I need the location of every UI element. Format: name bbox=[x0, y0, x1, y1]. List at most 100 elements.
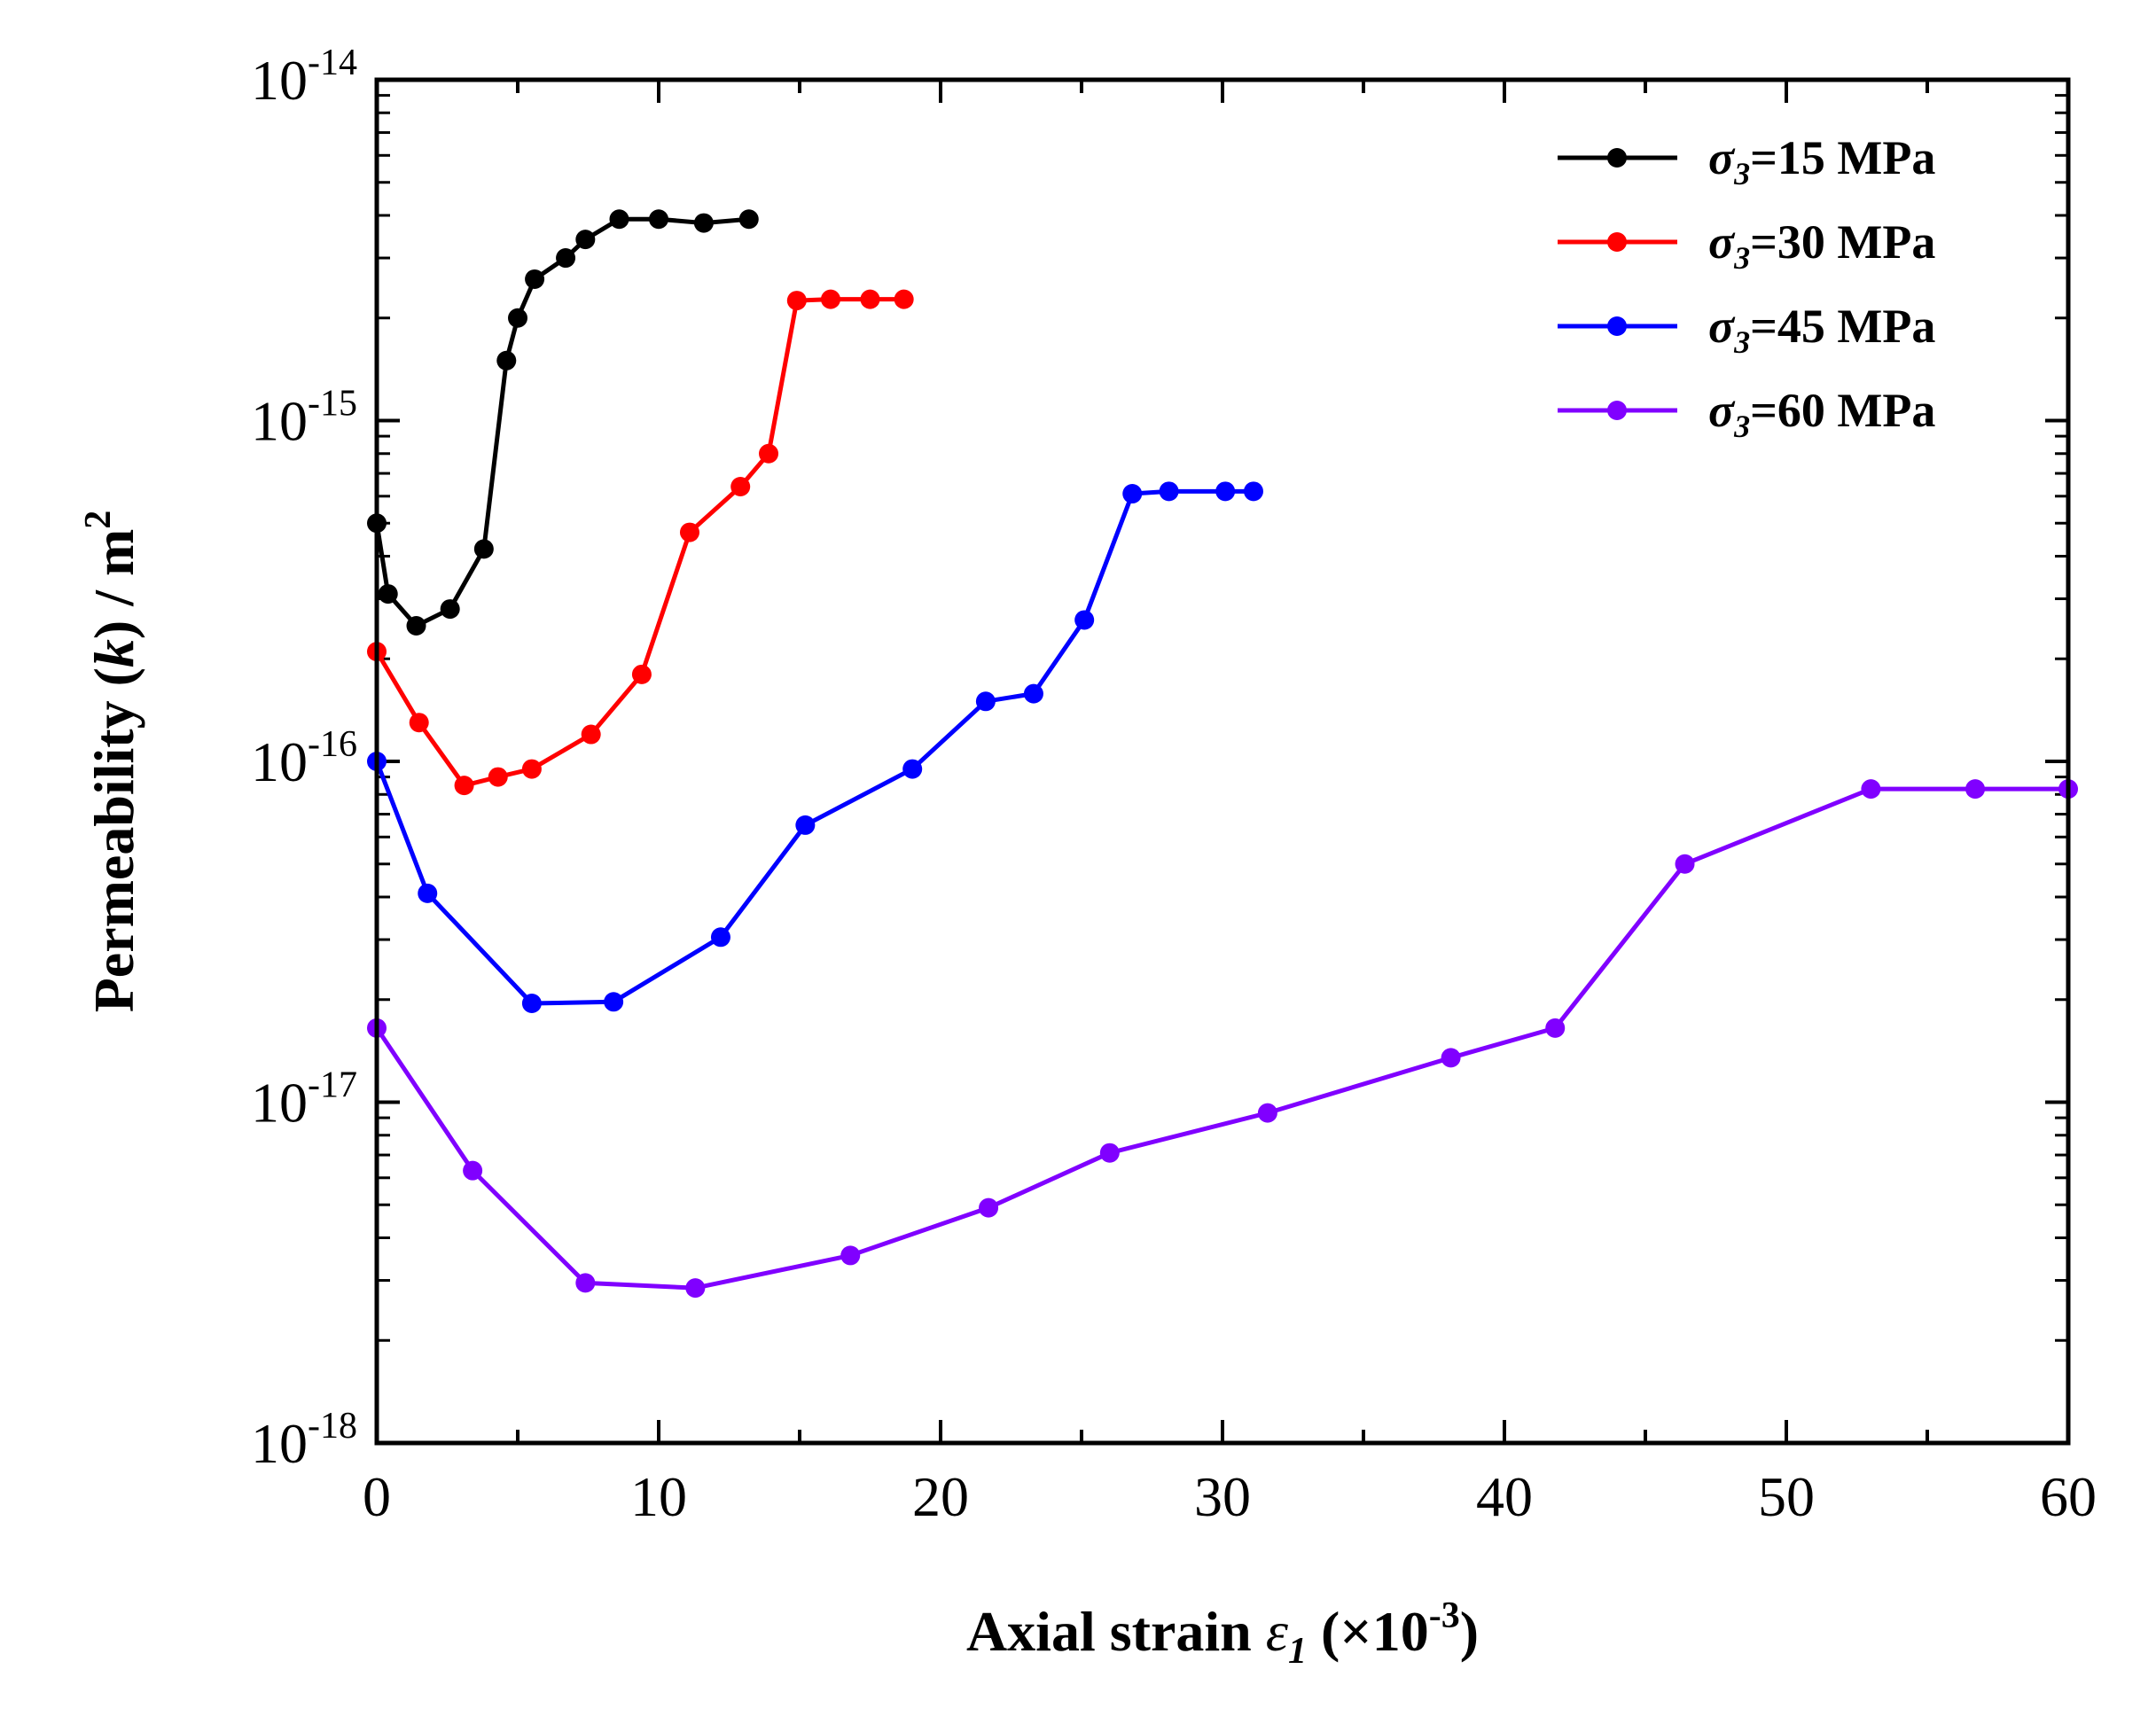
data-point bbox=[575, 230, 596, 250]
data-point bbox=[1159, 481, 1179, 502]
y-tick-exponent: -15 bbox=[308, 384, 357, 425]
legend-value: =45 MPa bbox=[1750, 300, 1935, 353]
series-3 bbox=[367, 481, 1263, 1013]
series-4 bbox=[367, 779, 2078, 1299]
legend-label: σ3=45 MPa bbox=[1708, 300, 1935, 360]
y-tick-base: 10 bbox=[251, 730, 308, 793]
series-2 bbox=[367, 289, 914, 796]
legend-symbol: σ bbox=[1708, 384, 1736, 437]
data-point bbox=[679, 522, 699, 542]
x-axis-title-unit-suffix: ) bbox=[1460, 1600, 1479, 1663]
data-point bbox=[649, 209, 668, 230]
data-point bbox=[1441, 1048, 1461, 1068]
data-point bbox=[894, 289, 914, 309]
x-axis-title: Axial strain ε1 (×10-3) bbox=[966, 1595, 1479, 1672]
data-point bbox=[1965, 779, 1986, 800]
legend-entry: σ3=30 MPa bbox=[1558, 215, 1935, 276]
data-point bbox=[575, 1273, 596, 1293]
data-point bbox=[581, 724, 601, 745]
data-point bbox=[604, 992, 624, 1012]
data-point bbox=[521, 759, 542, 779]
data-point bbox=[488, 767, 508, 787]
legend-subscript: 3 bbox=[1733, 409, 1750, 444]
legend-symbol: σ bbox=[1708, 131, 1736, 184]
data-point bbox=[1257, 1103, 1277, 1123]
data-point bbox=[1023, 683, 1043, 704]
x-tick-label: 0 bbox=[363, 1465, 391, 1528]
data-point bbox=[525, 269, 545, 289]
data-point bbox=[685, 1278, 706, 1299]
x-tick-label: 50 bbox=[1758, 1465, 1815, 1528]
x-axis-title-unit-prefix: (×10 bbox=[1307, 1600, 1429, 1663]
legend-entry: σ3=45 MPa bbox=[1558, 300, 1935, 360]
y-tick-label: 10-14 bbox=[251, 43, 357, 112]
legend-subscript: 3 bbox=[1733, 240, 1750, 276]
legend-marker bbox=[1607, 232, 1627, 252]
y-tick-exponent: -18 bbox=[308, 1406, 357, 1447]
data-point bbox=[631, 664, 652, 684]
y-tick-label: 10-16 bbox=[251, 724, 357, 793]
legend-label: σ3=30 MPa bbox=[1708, 215, 1935, 276]
data-point bbox=[1675, 854, 1695, 874]
data-point bbox=[975, 691, 996, 712]
y-tick-label: 10-17 bbox=[251, 1065, 357, 1135]
data-point bbox=[378, 584, 398, 604]
series-line bbox=[374, 786, 2068, 1291]
y-axis-title-symbol: k bbox=[82, 639, 145, 667]
data-point bbox=[1861, 779, 1881, 800]
y-tick-base: 10 bbox=[251, 1072, 308, 1135]
x-axis-title-main: Axial strain bbox=[966, 1600, 1266, 1663]
legend-label: σ3=15 MPa bbox=[1708, 131, 1935, 191]
y-tick-exponent: -16 bbox=[308, 724, 357, 765]
x-tick-label: 20 bbox=[912, 1465, 969, 1528]
data-point bbox=[508, 308, 527, 328]
legend-symbol: σ bbox=[1708, 215, 1736, 269]
data-point bbox=[1074, 610, 1095, 630]
y-tick-base: 10 bbox=[251, 390, 308, 453]
data-point bbox=[1122, 484, 1143, 504]
plot-frame bbox=[374, 77, 2071, 1446]
x-axis-title-unit-exponent: -3 bbox=[1429, 1595, 1460, 1636]
data-point bbox=[454, 776, 474, 796]
data-point bbox=[496, 350, 517, 370]
data-point bbox=[979, 1197, 999, 1218]
data-point bbox=[406, 615, 426, 636]
data-point bbox=[795, 815, 816, 835]
data-point bbox=[473, 539, 494, 559]
data-point bbox=[759, 443, 779, 464]
data-point bbox=[1215, 481, 1236, 502]
y-tick-label: 10-15 bbox=[251, 384, 357, 453]
x-axis-title-symbol-subscript: 1 bbox=[1288, 1631, 1307, 1672]
x-tick-label: 40 bbox=[1476, 1465, 1533, 1528]
data-point bbox=[860, 289, 880, 309]
y-axis-title-unit-exponent: 2 bbox=[78, 511, 119, 529]
legend-subscript: 3 bbox=[1733, 324, 1750, 360]
x-tick-label: 60 bbox=[2040, 1465, 2097, 1528]
legend-marker bbox=[1607, 148, 1627, 168]
data-point bbox=[738, 209, 759, 230]
data-point bbox=[409, 713, 429, 733]
data-point bbox=[463, 1160, 483, 1181]
x-tick-label: 30 bbox=[1194, 1465, 1251, 1528]
legend-value: =60 MPa bbox=[1750, 384, 1935, 437]
legend-symbol: σ bbox=[1708, 300, 1736, 353]
data-point bbox=[840, 1245, 861, 1266]
data-point bbox=[820, 289, 840, 309]
data-point bbox=[1099, 1143, 1120, 1163]
data-point bbox=[521, 993, 542, 1013]
y-tick-exponent: -14 bbox=[308, 43, 357, 83]
data-point bbox=[710, 927, 730, 948]
data-point bbox=[693, 213, 714, 233]
legend-entry: σ3=15 MPa bbox=[1558, 131, 1935, 191]
data-point bbox=[902, 759, 923, 779]
legend-value: =30 MPa bbox=[1750, 215, 1935, 269]
data-point bbox=[609, 209, 629, 230]
y-tick-label: 10-18 bbox=[251, 1406, 357, 1475]
series-1 bbox=[367, 209, 759, 636]
data-point bbox=[1243, 481, 1263, 502]
data-series bbox=[367, 209, 2078, 1299]
data-point bbox=[556, 248, 576, 269]
